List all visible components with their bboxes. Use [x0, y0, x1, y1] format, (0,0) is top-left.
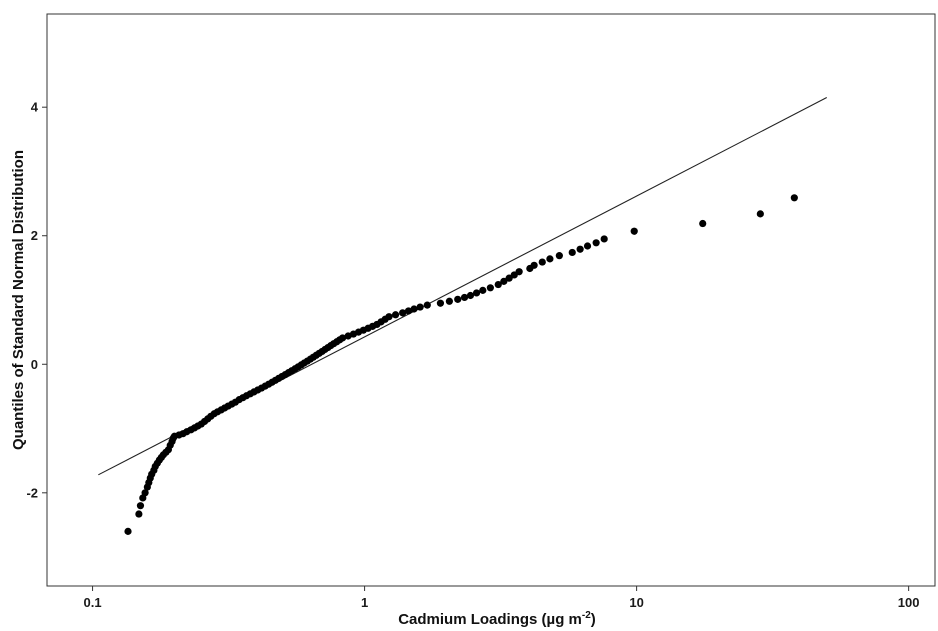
data-point — [385, 313, 393, 321]
data-point — [460, 293, 469, 302]
data-point — [576, 245, 584, 253]
data-point — [486, 284, 494, 292]
data-point — [445, 297, 453, 305]
data-point — [454, 295, 462, 303]
data-point — [790, 194, 798, 202]
y-tick-label: 2 — [31, 228, 38, 243]
data-point — [404, 307, 413, 315]
data-point — [416, 303, 424, 311]
data-point — [135, 510, 143, 518]
data-point — [124, 527, 132, 535]
x-tick-label: 0.1 — [84, 595, 102, 610]
x-axis-ticks: 0.1 1 10 100 — [84, 586, 920, 610]
data-point — [568, 248, 576, 257]
data-point — [479, 286, 487, 294]
x-axis-title-main: Cadmium Loadings (µg m — [398, 611, 582, 628]
data-point — [136, 502, 145, 510]
data-point — [399, 309, 407, 317]
y-tick-label: -2 — [26, 485, 38, 500]
y-tick-label: 4 — [31, 100, 39, 115]
y-axis-title: Quantiles of Standard Normal Distributio… — [10, 150, 27, 450]
data-points — [124, 194, 798, 535]
y-axis-ticks: 4 2 0 -2 — [26, 100, 47, 500]
data-point — [546, 255, 554, 263]
data-point — [423, 301, 431, 309]
data-point — [500, 277, 508, 285]
data-point — [391, 311, 400, 319]
data-point — [600, 235, 608, 243]
data-point — [583, 242, 592, 250]
data-point — [592, 239, 600, 247]
x-tick-label: 10 — [629, 595, 643, 610]
data-point — [472, 289, 481, 297]
data-point — [538, 258, 546, 266]
data-point — [630, 227, 638, 235]
data-point — [756, 210, 764, 218]
data-point — [436, 299, 445, 307]
x-tick-label: 100 — [898, 595, 920, 610]
x-axis-title-close: ) — [591, 611, 596, 628]
data-point — [466, 291, 475, 300]
data-point — [530, 261, 538, 269]
data-point — [338, 334, 347, 342]
x-axis-title: Cadmium Loadings (µg m-2) — [398, 610, 596, 628]
data-point — [410, 305, 418, 313]
data-point — [699, 219, 707, 228]
data-point — [494, 280, 502, 289]
data-point — [141, 489, 149, 497]
data-point — [515, 268, 523, 276]
plot-frame — [46, 13, 936, 587]
y-tick-label: 0 — [31, 357, 38, 372]
x-tick-label: 1 — [361, 595, 368, 610]
data-point — [555, 252, 563, 260]
x-axis-title-superscript: -2 — [582, 610, 591, 621]
